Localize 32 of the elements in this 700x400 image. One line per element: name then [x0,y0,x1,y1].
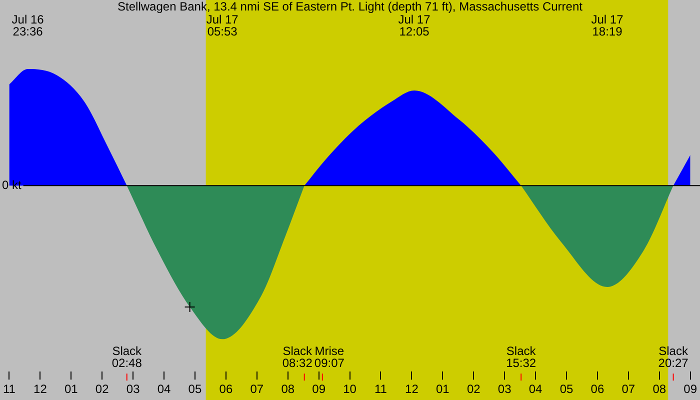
x-tick-label: 07 [250,382,264,396]
ref-line-label: Slack 15:32 [506,344,537,370]
x-tick-label: 08 [652,382,666,396]
x-tick-label: 10 [343,382,357,396]
x-tick-label: 07 [622,382,636,396]
x-tick-label: 02 [95,382,110,396]
x-tick-label: 12 [405,382,419,396]
x-tick-label: 02 [466,382,481,396]
x-tick-label: 01 [436,382,450,396]
x-tick-label: 03 [498,382,512,396]
ref-line-label: Slack 08:32 [282,344,314,370]
text: Jul 17 05:53 [206,12,239,38]
x-tick-label: 11 [374,382,388,396]
x-tick-label: 08 [281,382,295,396]
x-tick-label: 11 [2,382,16,396]
ref-line-label: 0 kt [2,178,22,192]
x-tick-label: 03 [126,382,140,396]
x-tick-label: 09 [684,382,698,396]
x-tick-label: 06 [219,382,233,396]
x-tick-label: 05 [560,382,574,396]
x-tick-label: 06 [590,382,604,396]
text: Jul 16 23:36 [12,12,44,38]
text: Jul 17 12:05 [398,12,431,38]
x-tick-label: 05 [188,382,202,396]
x-tick-label: 04 [157,382,172,396]
x-tick-label: 04 [528,382,543,396]
x-tick-label: 09 [312,382,326,396]
text: Jul 17 18:19 [591,12,624,38]
x-tick-label: 01 [64,382,78,396]
x-tick-label: 12 [34,382,48,396]
ref-line-label: Slack 02:48 [112,344,143,370]
ref-line-label: Mrise 09:07 [314,344,345,370]
